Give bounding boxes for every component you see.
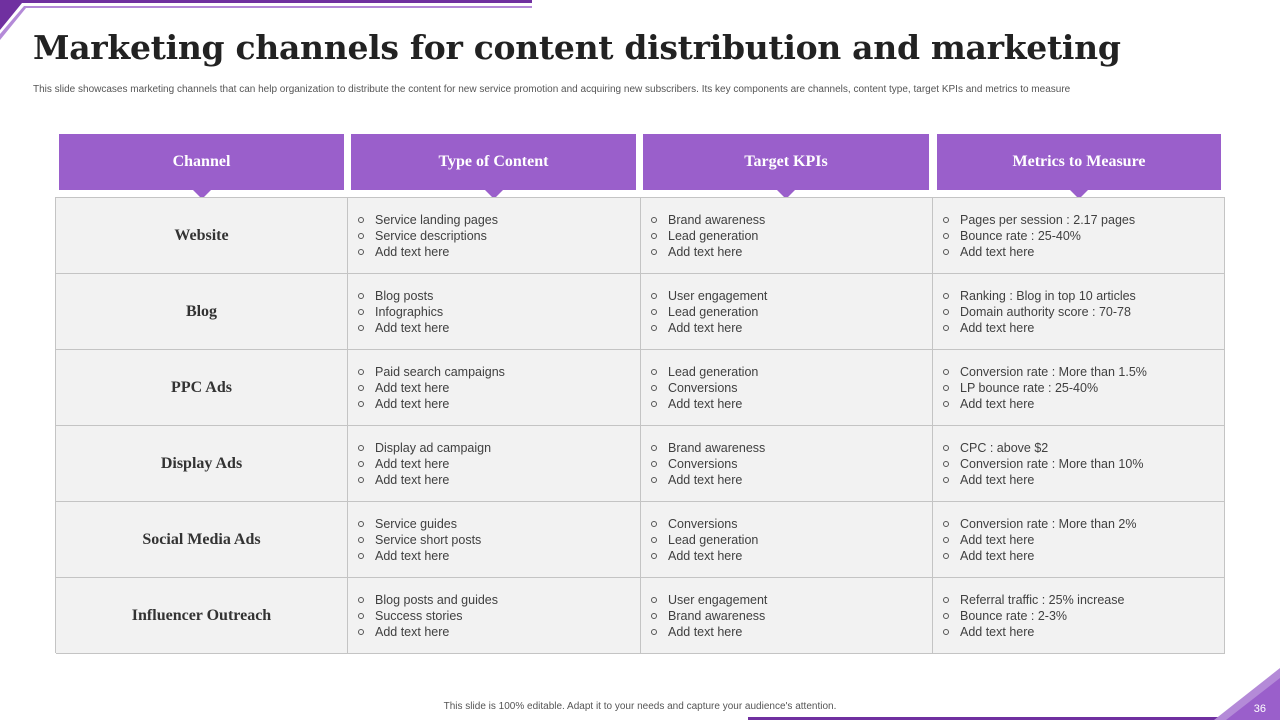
header-target-kpis: Target KPIs — [643, 134, 929, 199]
list-item: Bounce rate : 2-3% — [941, 608, 1124, 624]
header-metrics-to-measure: Metrics to Measure — [937, 134, 1221, 199]
list-item: Add text here — [356, 380, 505, 396]
content-cell: Blog posts Infographics Add text here — [348, 274, 641, 350]
metrics-cell: Referral traffic : 25% increase Bounce r… — [933, 578, 1225, 654]
list-item: Add text here — [941, 396, 1147, 412]
header-channel: Channel — [59, 134, 344, 199]
list-item: Lead generation — [649, 532, 758, 548]
list-item: Add text here — [356, 472, 491, 488]
list-item: Add text here — [356, 456, 491, 472]
list-item: Referral traffic : 25% increase — [941, 592, 1124, 608]
content-cell: Display ad campaign Add text here Add te… — [348, 426, 641, 502]
list-item: Service landing pages — [356, 212, 498, 228]
list-item: Add text here — [649, 624, 767, 640]
content-cell: Service landing pages Service descriptio… — [348, 198, 641, 274]
content-cell: Blog posts and guides Success stories Ad… — [348, 578, 641, 654]
list-item: Add text here — [356, 320, 449, 336]
list-item: Bounce rate : 25-40% — [941, 228, 1135, 244]
list-item: Brand awareness — [649, 212, 765, 228]
kpi-cell: Conversions Lead generation Add text her… — [641, 502, 933, 578]
list-item: Brand awareness — [649, 440, 765, 456]
page-number: 36 — [1253, 703, 1266, 715]
list-item: Lead generation — [649, 228, 765, 244]
channel-cell: Blog — [56, 274, 348, 350]
kpi-cell: Lead generation Conversions Add text her… — [641, 350, 933, 426]
channel-cell: PPC Ads — [56, 350, 348, 426]
list-item: Ranking : Blog in top 10 articles — [941, 288, 1136, 304]
list-item: Add text here — [356, 244, 498, 260]
metrics-cell: CPC : above $2 Conversion rate : More th… — [933, 426, 1225, 502]
list-item: Add text here — [941, 244, 1135, 260]
metrics-cell: Pages per session : 2.17 pages Bounce ra… — [933, 198, 1225, 274]
list-item: Add text here — [356, 624, 498, 640]
kpi-cell: Brand awareness Conversions Add text her… — [641, 426, 933, 502]
list-item: Add text here — [649, 472, 765, 488]
list-item: Add text here — [356, 396, 505, 412]
list-item: Add text here — [649, 548, 758, 564]
corner-accent-decoration — [1214, 668, 1280, 720]
channel-cell: Website — [56, 198, 348, 274]
channels-table: Website Service landing pages Service de… — [55, 197, 1225, 654]
list-item: Conversions — [649, 456, 765, 472]
slide-title: Marketing channels for content distribut… — [33, 28, 1121, 67]
list-item: Add text here — [356, 548, 481, 564]
list-item: Success stories — [356, 608, 498, 624]
list-item: Blog posts and guides — [356, 592, 498, 608]
list-item: Add text here — [941, 532, 1136, 548]
footer-accent-line — [748, 717, 1280, 720]
top-accent-decoration — [0, 0, 532, 40]
footer-note: This slide is 100% editable. Adapt it to… — [443, 701, 837, 712]
list-item: Blog posts — [356, 288, 449, 304]
list-item: Add text here — [649, 396, 758, 412]
metrics-cell: Conversion rate : More than 1.5% LP boun… — [933, 350, 1225, 426]
list-item: Service short posts — [356, 532, 481, 548]
channel-cell: Display Ads — [56, 426, 348, 502]
channel-cell: Social Media Ads — [56, 502, 348, 578]
content-cell: Paid search campaigns Add text here Add … — [348, 350, 641, 426]
list-item: Service guides — [356, 516, 481, 532]
list-item: Conversions — [649, 516, 758, 532]
list-item: Add text here — [649, 320, 767, 336]
list-item: Add text here — [941, 548, 1136, 564]
list-item: User engagement — [649, 288, 767, 304]
list-item: Lead generation — [649, 304, 767, 320]
metrics-cell: Ranking : Blog in top 10 articles Domain… — [933, 274, 1225, 350]
list-item: CPC : above $2 — [941, 440, 1143, 456]
metrics-cell: Conversion rate : More than 2% Add text … — [933, 502, 1225, 578]
header-type-of-content: Type of Content — [351, 134, 636, 199]
list-item: Lead generation — [649, 364, 758, 380]
content-cell: Service guides Service short posts Add t… — [348, 502, 641, 578]
list-item: Display ad campaign — [356, 440, 491, 456]
list-item: Brand awareness — [649, 608, 767, 624]
list-item: Conversion rate : More than 2% — [941, 516, 1136, 532]
list-item: Add text here — [941, 472, 1143, 488]
slide-subtitle: This slide showcases marketing channels … — [33, 84, 1071, 95]
list-item: User engagement — [649, 592, 767, 608]
list-item: Paid search campaigns — [356, 364, 505, 380]
channel-cell: Influencer Outreach — [56, 578, 348, 654]
list-item: Add text here — [649, 244, 765, 260]
table-header-row: Channel Type of Content Target KPIs Metr… — [59, 134, 1221, 204]
list-item: Add text here — [941, 320, 1136, 336]
list-item: Conversions — [649, 380, 758, 396]
kpi-cell: User engagement Brand awareness Add text… — [641, 578, 933, 654]
list-item: LP bounce rate : 25-40% — [941, 380, 1147, 396]
list-item: Conversion rate : More than 1.5% — [941, 364, 1147, 380]
list-item: Domain authority score : 70-78 — [941, 304, 1136, 320]
kpi-cell: Brand awareness Lead generation Add text… — [641, 198, 933, 274]
list-item: Conversion rate : More than 10% — [941, 456, 1143, 472]
list-item: Service descriptions — [356, 228, 498, 244]
list-item: Pages per session : 2.17 pages — [941, 212, 1135, 228]
list-item: Infographics — [356, 304, 449, 320]
kpi-cell: User engagement Lead generation Add text… — [641, 274, 933, 350]
list-item: Add text here — [941, 624, 1124, 640]
